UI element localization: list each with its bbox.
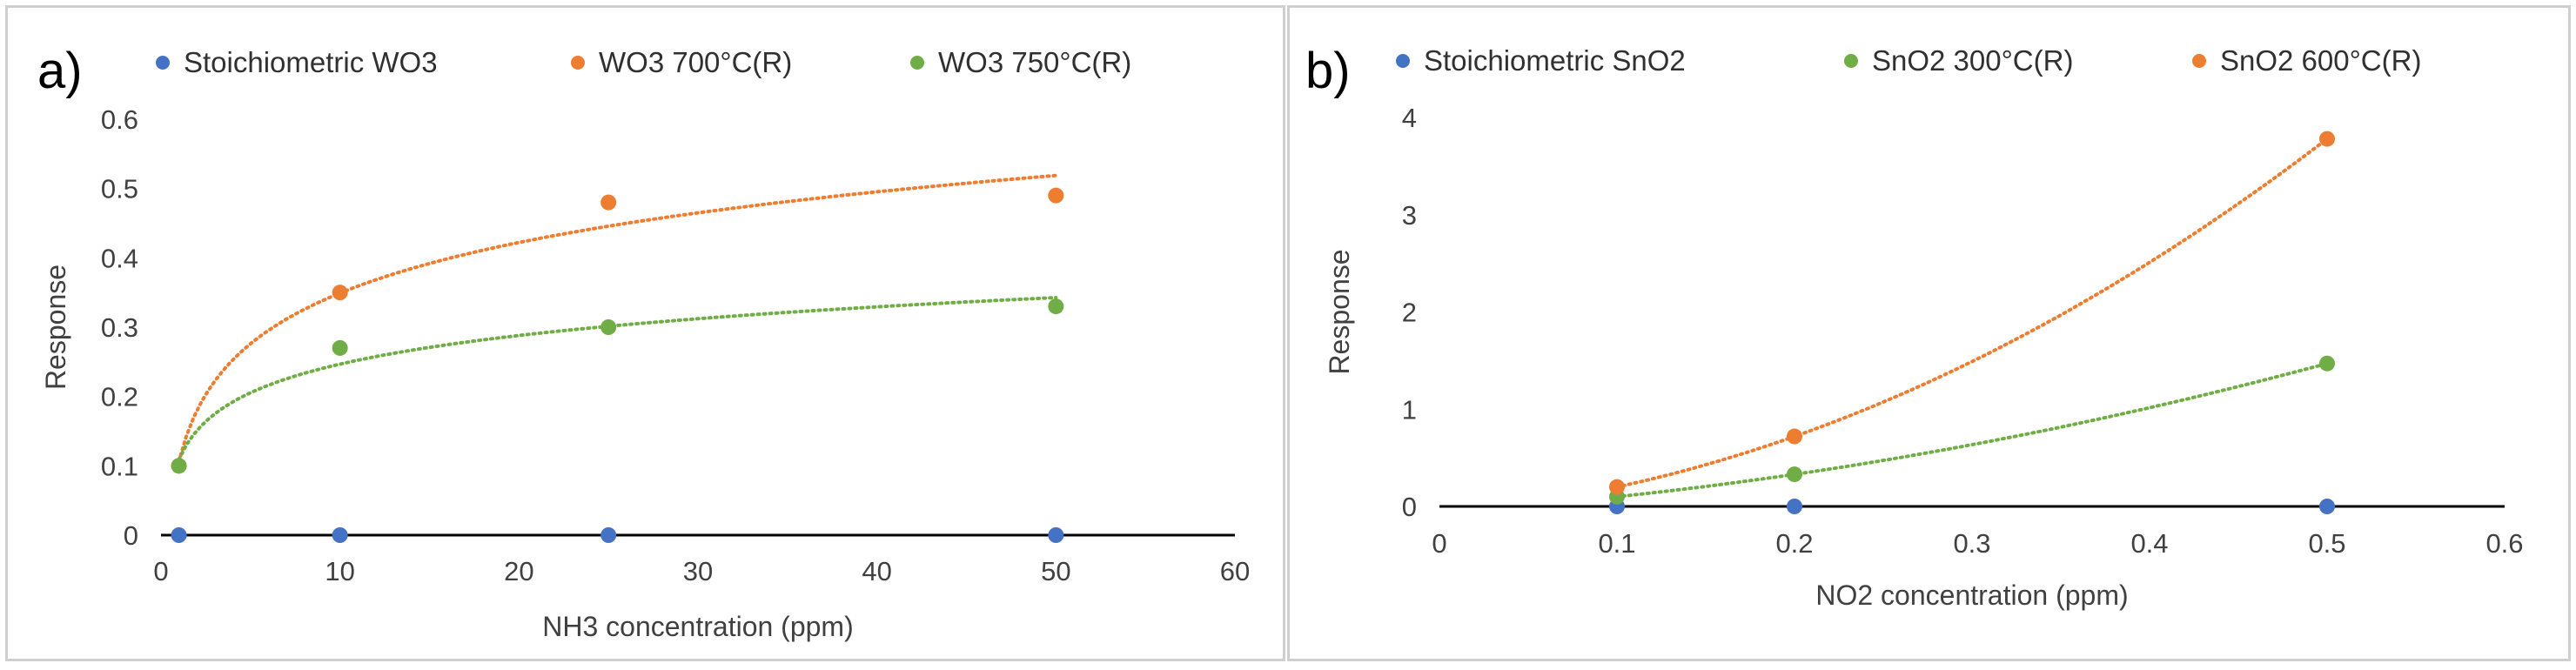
trendline-series-2	[1615, 137, 2329, 489]
legend-entry-2: WO3 750°C(R)	[938, 46, 1131, 78]
chart-panel-b: b) Stoichiometric SnO2 SnO2 300°C(R) SnO2 …	[1287, 5, 2571, 661]
legend-marker-0	[156, 56, 170, 70]
legend-entry-2: SnO2 600°C(R)	[2220, 44, 2421, 77]
legend-entry-1: SnO2 300°C(R)	[1872, 44, 2073, 77]
trendline-series-2	[177, 296, 1058, 461]
x-tick-label: 0.1	[1598, 528, 1635, 559]
data-point-series-2	[171, 458, 187, 474]
chart-b-svg: b) Stoichiometric SnO2 SnO2 300°C(R) SnO2 …	[1305, 43, 2524, 611]
legend-marker-1	[571, 56, 585, 70]
x-tick-label: 0.3	[1953, 528, 1990, 559]
y-tick-label: 1	[1402, 394, 1417, 425]
x-axis-title: NH3 concentration (ppm)	[542, 611, 853, 642]
x-tick-label: 60	[1220, 556, 1250, 586]
legend-marker-2	[2192, 54, 2206, 68]
trendline-series-1	[177, 173, 1058, 464]
y-tick-label: 0.1	[101, 451, 138, 481]
data-point-series-0	[600, 527, 617, 543]
y-axis-title: Response	[40, 265, 71, 390]
y-tick-label: 4	[1402, 103, 1417, 133]
y-tick-label: 0.5	[101, 174, 138, 204]
x-tick-label: 0.5	[2308, 528, 2345, 559]
y-axis-title: Response	[1324, 249, 1355, 374]
legend-marker-2	[910, 56, 924, 70]
legend-entry-0: Stoichiometric WO3	[184, 46, 438, 78]
legend-marker-0	[1396, 54, 1410, 68]
legend-entry-0: Stoichiometric SnO2	[1424, 44, 1686, 77]
panel-label-b: b)	[1305, 43, 1351, 99]
x-tick-label: 0	[153, 556, 168, 586]
data-point-series-2	[1787, 428, 1802, 445]
x-tick-label: 20	[504, 556, 533, 586]
data-point-series-2	[1048, 298, 1064, 315]
x-tick-label: 40	[862, 556, 891, 586]
data-point-series-1	[332, 285, 348, 301]
y-tick-label: 0	[1402, 492, 1417, 522]
y-tick-label: 0.6	[101, 104, 138, 135]
y-tick-label: 0.2	[101, 382, 138, 412]
data-point-series-1	[1787, 466, 1802, 483]
legend-marker-1	[1844, 54, 1858, 68]
chart-a-svg: a) Stoichiometric WO3 WO3 700°C(R) WO3 750…	[37, 43, 1250, 642]
panel-label-a: a)	[37, 43, 83, 99]
data-point-series-0	[171, 527, 187, 543]
data-point-series-2	[1609, 479, 1625, 495]
y-tick-label: 3	[1402, 200, 1417, 231]
y-tick-label: 0	[124, 520, 138, 551]
x-tick-label: 0	[1432, 528, 1446, 559]
x-tick-label: 0.4	[2130, 528, 2168, 559]
trendline-series-1	[1615, 361, 2329, 499]
x-axis-title: NO2 concentration (ppm)	[1815, 580, 2128, 611]
chart-panel-a: a) Stoichiometric WO3 WO3 700°C(R) WO3 750…	[5, 5, 1285, 661]
y-tick-label: 0.4	[101, 243, 138, 273]
x-tick-label: 0.2	[1775, 528, 1813, 559]
data-point-series-2	[2319, 131, 2335, 147]
data-point-series-0	[2319, 499, 2335, 514]
data-point-series-1	[2319, 355, 2335, 372]
data-point-series-0	[332, 527, 348, 543]
y-tick-label: 2	[1402, 298, 1417, 328]
x-tick-label: 0.6	[2485, 528, 2523, 559]
data-point-series-1	[1048, 187, 1064, 204]
y-tick-label: 0.3	[101, 312, 138, 343]
data-point-series-2	[600, 319, 617, 335]
data-point-series-1	[600, 194, 617, 211]
data-point-series-2	[332, 339, 348, 356]
x-tick-label: 30	[683, 556, 713, 586]
data-point-series-0	[1048, 527, 1064, 543]
legend-entry-1: WO3 700°C(R)	[599, 46, 792, 78]
x-tick-label: 50	[1041, 556, 1070, 586]
data-point-series-0	[1787, 499, 1802, 514]
x-tick-label: 10	[325, 556, 354, 586]
